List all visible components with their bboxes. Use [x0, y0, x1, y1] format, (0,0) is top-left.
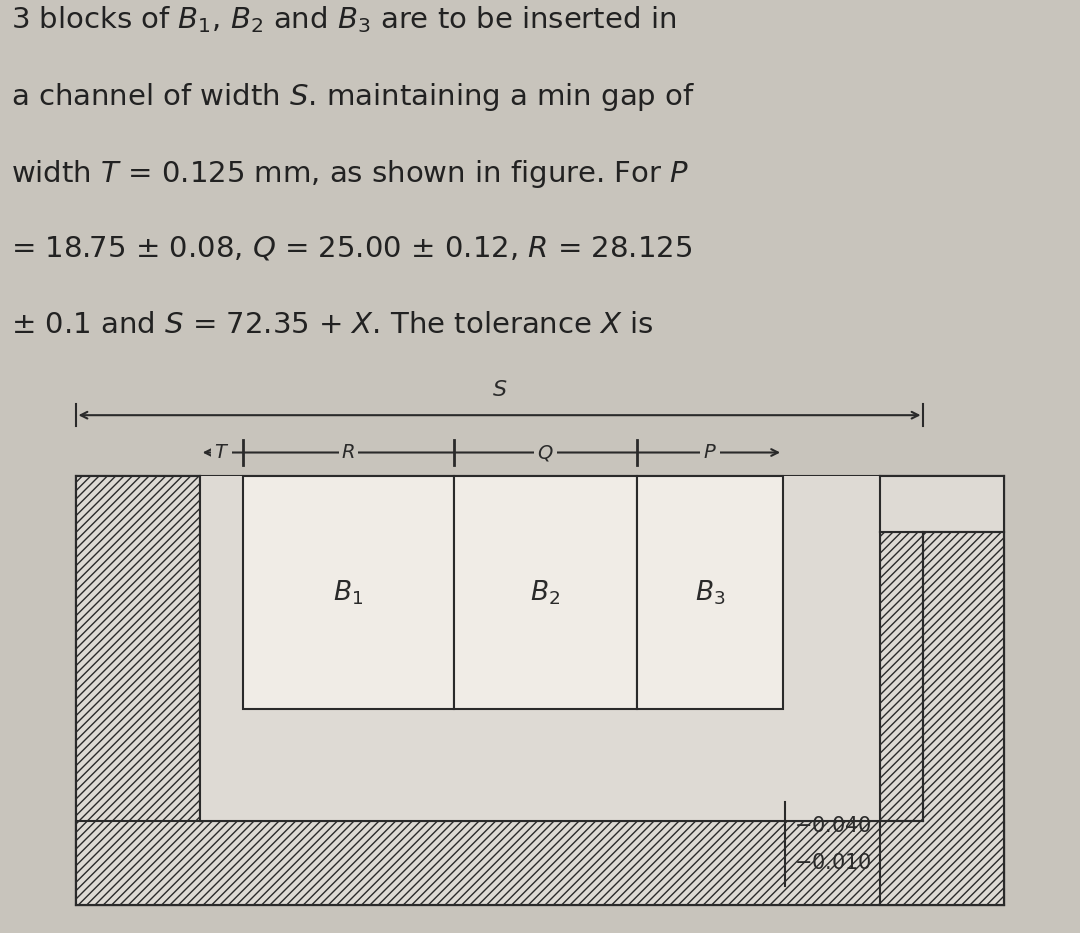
- Bar: [243, 476, 454, 709]
- Text: $S$: $S$: [491, 381, 508, 400]
- Bar: [880, 476, 1004, 532]
- Text: $-0.010$: $-0.010$: [794, 853, 872, 873]
- Bar: [454, 476, 637, 709]
- Text: $Q$: $Q$: [537, 442, 554, 463]
- Text: $B_1$: $B_1$: [334, 578, 363, 606]
- Text: a channel of width $S$. maintaining a min gap of: a channel of width $S$. maintaining a mi…: [11, 81, 696, 113]
- Text: $B_2$: $B_2$: [530, 578, 561, 606]
- Text: $R$: $R$: [341, 443, 355, 462]
- Text: $B_3$: $B_3$: [694, 578, 726, 606]
- Text: = 18.75 ± 0.08, $Q$ = 25.00 ± 0.12, $R$ = 28.125: = 18.75 ± 0.08, $Q$ = 25.00 ± 0.12, $R$ …: [11, 234, 692, 262]
- Bar: [76, 821, 1004, 905]
- Text: width $T$ = 0.125 mm, as shown in figure. For $P$: width $T$ = 0.125 mm, as shown in figure…: [11, 158, 689, 189]
- Bar: [76, 476, 200, 905]
- Bar: [200, 476, 880, 821]
- Bar: [637, 476, 783, 709]
- Text: $P$: $P$: [703, 443, 717, 462]
- Text: $-0.040$: $-0.040$: [794, 815, 872, 836]
- Bar: [76, 476, 1004, 905]
- Text: ± 0.1 and $S$ = 72.35 + $X$. The tolerance $X$ is: ± 0.1 and $S$ = 72.35 + $X$. The toleran…: [11, 311, 653, 339]
- Text: 3 blocks of $B_1$, $B_2$ and $B_3$ are to be inserted in: 3 blocks of $B_1$, $B_2$ and $B_3$ are t…: [11, 5, 676, 35]
- Bar: [880, 532, 923, 821]
- Bar: [880, 476, 1004, 905]
- Text: $T$: $T$: [214, 443, 229, 462]
